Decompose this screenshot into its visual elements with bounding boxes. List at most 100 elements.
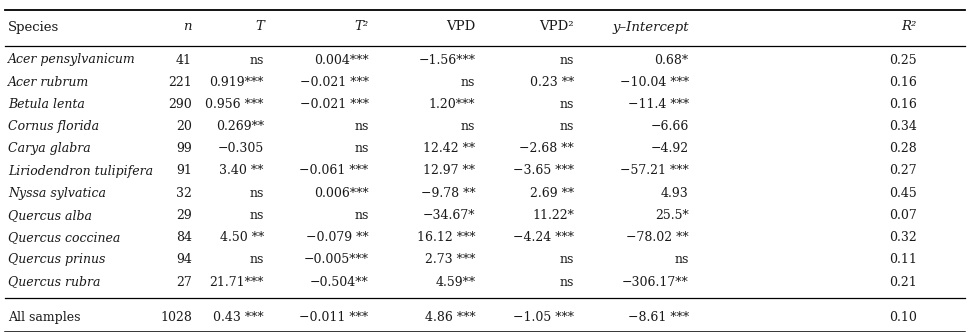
Text: 0.10: 0.10 [888,310,916,323]
Text: 2.69 **: 2.69 ** [530,187,574,200]
Text: 0.43 ***: 0.43 *** [213,310,264,323]
Text: 221: 221 [169,76,192,89]
Text: Liriodendron tulipifera: Liriodendron tulipifera [8,164,153,178]
Text: ns: ns [460,120,475,133]
Text: 0.16: 0.16 [888,76,916,89]
Text: ns: ns [559,253,574,266]
Text: 0.34: 0.34 [888,120,916,133]
Text: Quercus coccinea: Quercus coccinea [8,231,120,244]
Text: −11.4 ***: −11.4 *** [627,98,688,111]
Text: VPD²: VPD² [539,21,574,34]
Text: 0.28: 0.28 [888,142,916,155]
Text: 0.27: 0.27 [889,164,916,178]
Text: −0.021 ***: −0.021 *** [299,98,368,111]
Text: −2.68 **: −2.68 ** [519,142,574,155]
Text: 12.97 **: 12.97 ** [422,164,475,178]
Text: ns: ns [249,209,264,222]
Text: −1.56***: −1.56*** [418,53,475,66]
Text: Cornus florida: Cornus florida [8,120,99,133]
Text: ns: ns [673,253,688,266]
Text: All samples: All samples [8,310,80,323]
Text: 4.59**: 4.59** [435,276,475,289]
Text: 4.86 ***: 4.86 *** [424,310,475,323]
Text: −78.02 **: −78.02 ** [625,231,688,244]
Text: ns: ns [249,253,264,266]
Text: −0.021 ***: −0.021 *** [299,76,368,89]
Text: −0.504**: −0.504** [309,276,368,289]
Text: ns: ns [559,53,574,66]
Text: 290: 290 [169,98,192,111]
Text: Quercus prinus: Quercus prinus [8,253,105,266]
Text: 4.93: 4.93 [660,187,688,200]
Text: −4.92: −4.92 [650,142,688,155]
Text: 0.68*: 0.68* [654,53,688,66]
Text: T²: T² [354,21,368,34]
Text: 12.42 **: 12.42 ** [422,142,475,155]
Text: 0.16: 0.16 [888,98,916,111]
Text: 0.32: 0.32 [888,231,916,244]
Text: ns: ns [559,276,574,289]
Text: −34.67*: −34.67* [422,209,475,222]
Text: ns: ns [559,120,574,133]
Text: ns: ns [460,76,475,89]
Text: ns: ns [354,120,368,133]
Text: −10.04 ***: −10.04 *** [619,76,688,89]
Text: ns: ns [354,209,368,222]
Text: −0.005***: −0.005*** [303,253,368,266]
Text: −0.079 **: −0.079 ** [305,231,368,244]
Text: Quercus rubra: Quercus rubra [8,276,100,289]
Text: y–Intercept: y–Intercept [611,21,688,34]
Text: 0.919***: 0.919*** [209,76,264,89]
Text: 0.006***: 0.006*** [314,187,368,200]
Text: 4.50 **: 4.50 ** [219,231,264,244]
Text: R²: R² [900,21,916,34]
Text: 21.71***: 21.71*** [209,276,264,289]
Text: 84: 84 [176,231,192,244]
Text: −8.61 ***: −8.61 *** [627,310,688,323]
Text: 41: 41 [176,53,192,66]
Text: 1.20***: 1.20*** [428,98,475,111]
Text: −4.24 ***: −4.24 *** [513,231,574,244]
Text: ns: ns [249,187,264,200]
Text: 25.5*: 25.5* [654,209,688,222]
Text: T: T [255,21,264,34]
Text: Carya glabra: Carya glabra [8,142,90,155]
Text: Acer rubrum: Acer rubrum [8,76,89,89]
Text: 0.269**: 0.269** [215,120,264,133]
Text: −0.011 ***: −0.011 *** [299,310,368,323]
Text: −9.78 **: −9.78 ** [421,187,475,200]
Text: Species: Species [8,21,59,34]
Text: 0.07: 0.07 [888,209,916,222]
Text: 20: 20 [176,120,192,133]
Text: −1.05 ***: −1.05 *** [513,310,574,323]
Text: ns: ns [249,53,264,66]
Text: −6.66: −6.66 [649,120,688,133]
Text: −57.21 ***: −57.21 *** [619,164,688,178]
Text: −0.305: −0.305 [217,142,264,155]
Text: 16.12 ***: 16.12 *** [417,231,475,244]
Text: 0.23 **: 0.23 ** [529,76,574,89]
Text: 99: 99 [176,142,192,155]
Text: Nyssa sylvatica: Nyssa sylvatica [8,187,106,200]
Text: −0.061 ***: −0.061 *** [299,164,368,178]
Text: 11.22*: 11.22* [532,209,574,222]
Text: −3.65 ***: −3.65 *** [513,164,574,178]
Text: 1028: 1028 [160,310,192,323]
Text: 0.45: 0.45 [888,187,916,200]
Text: 2.73 ***: 2.73 *** [424,253,475,266]
Text: 27: 27 [176,276,192,289]
Text: 0.956 ***: 0.956 *** [205,98,264,111]
Text: −306.17**: −306.17** [621,276,688,289]
Text: 0.25: 0.25 [889,53,916,66]
Text: 32: 32 [176,187,192,200]
Text: 0.21: 0.21 [888,276,916,289]
Text: 29: 29 [176,209,192,222]
Text: Betula lenta: Betula lenta [8,98,84,111]
Text: 0.11: 0.11 [888,253,916,266]
Text: Quercus alba: Quercus alba [8,209,92,222]
Text: ns: ns [559,98,574,111]
Text: VPD: VPD [446,21,475,34]
Text: 94: 94 [176,253,192,266]
Text: 3.40 **: 3.40 ** [219,164,264,178]
Text: n: n [183,21,192,34]
